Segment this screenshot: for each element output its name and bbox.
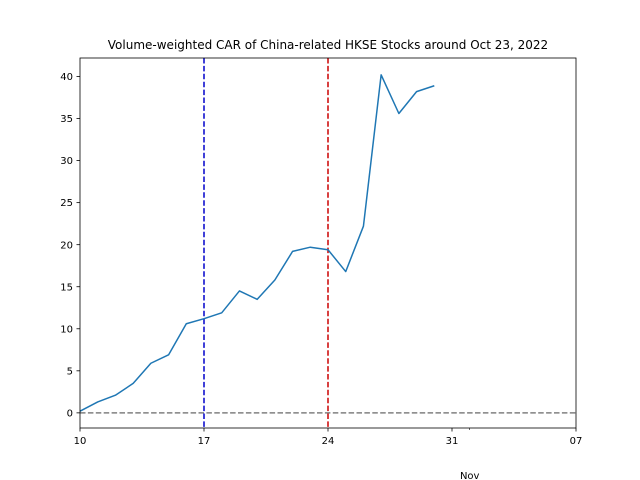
y-tick-label: 30 — [60, 156, 73, 167]
x-tick-label: 17 — [198, 436, 211, 447]
data-point-18 — [380, 74, 382, 76]
data-point-10 — [239, 290, 241, 292]
data-point-3 — [115, 394, 117, 396]
data-point-12 — [274, 279, 276, 281]
data-point-11 — [256, 299, 258, 301]
car-series-line — [79, 74, 435, 412]
data-point-13 — [292, 251, 294, 253]
y-tick-label: 15 — [60, 282, 73, 293]
chart-title: Volume-weighted CAR of China-related HKS… — [108, 38, 548, 52]
y-tick-label: 40 — [60, 72, 73, 83]
y-tick-label: 25 — [60, 198, 73, 209]
data-point-5 — [150, 362, 152, 364]
data-point-8 — [203, 318, 205, 320]
x-tick-label: 07 — [570, 436, 583, 447]
data-point-20 — [416, 91, 418, 93]
y-tick-label: 10 — [60, 324, 73, 335]
plot-area: 0 5 10 15 20 25 30 35 40 10 17 24 31 07 Nov — [60, 57, 583, 480]
data-point-19 — [398, 113, 400, 115]
data-point-9 — [221, 312, 223, 314]
y-tick-label: 20 — [60, 240, 73, 251]
data-point-2 — [97, 401, 99, 403]
data-point-16 — [345, 271, 347, 273]
y-tick-label: 0 — [67, 408, 73, 419]
data-point-6 — [168, 354, 170, 356]
data-point-4 — [132, 383, 134, 385]
data-point-15 — [327, 249, 329, 251]
x-tick-label: 10 — [74, 436, 87, 447]
x-tick-label: 24 — [322, 436, 335, 447]
y-tick-label: 35 — [60, 114, 73, 125]
data-point-21 — [433, 85, 435, 87]
y-tick-label: 5 — [67, 366, 73, 377]
data-point-14 — [309, 246, 311, 248]
data-point-7 — [185, 323, 187, 325]
x-month-label: Nov — [460, 471, 480, 480]
x-tick-label: 31 — [446, 436, 459, 447]
data-point-17 — [363, 225, 365, 227]
